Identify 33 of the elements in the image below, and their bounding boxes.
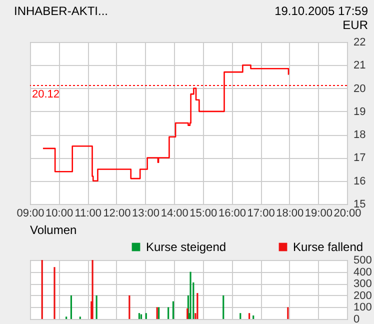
y-tick-label: 15 bbox=[354, 198, 366, 210]
y-tick-label: 500 bbox=[354, 254, 372, 266]
y-tick-label: 400 bbox=[354, 266, 372, 278]
x-tick-label: 09:00 bbox=[16, 208, 44, 220]
legend-label: Kurse steigend bbox=[146, 240, 226, 254]
x-tick-label: 11:00 bbox=[74, 208, 102, 220]
text: 19.10.2005 17:59 bbox=[274, 4, 368, 18]
x-tick-label: 15:00 bbox=[190, 208, 218, 220]
legend-label: Kurse fallend bbox=[293, 240, 364, 254]
y-tick-label: 21 bbox=[354, 60, 366, 72]
y-tick-label: 100 bbox=[354, 302, 372, 314]
y-tick-label: 18 bbox=[354, 129, 366, 142]
x-tick-label: 19:00 bbox=[304, 208, 332, 220]
x-tick-label: 14:00 bbox=[160, 208, 188, 220]
chart-title: INHABER-AKTI... bbox=[14, 4, 108, 18]
y-tick-label: 200 bbox=[354, 290, 372, 302]
y-tick-label: 19 bbox=[354, 106, 366, 118]
chart-title: Volumen bbox=[30, 223, 77, 237]
x-tick-label: 16:00 bbox=[218, 208, 246, 220]
y-tick-label: 16 bbox=[354, 175, 366, 188]
y-tick-label: 0 bbox=[354, 314, 360, 324]
text: EUR bbox=[342, 18, 368, 32]
x-tick-label: 12:00 bbox=[103, 208, 131, 220]
x-tick-label: 13:00 bbox=[132, 208, 160, 220]
ref-line-label: 20.12 bbox=[32, 88, 60, 101]
y-tick-label: 20 bbox=[354, 82, 366, 95]
y-tick-label: 22 bbox=[354, 36, 366, 48]
x-tick-label: 18:00 bbox=[276, 208, 304, 220]
x-tick-label: 17:00 bbox=[247, 208, 275, 220]
y-tick-label: 300 bbox=[354, 278, 372, 290]
x-tick-label: 20:00 bbox=[334, 208, 362, 220]
x-tick-label: 10:00 bbox=[46, 208, 74, 220]
y-tick-label: 17 bbox=[354, 152, 366, 164]
